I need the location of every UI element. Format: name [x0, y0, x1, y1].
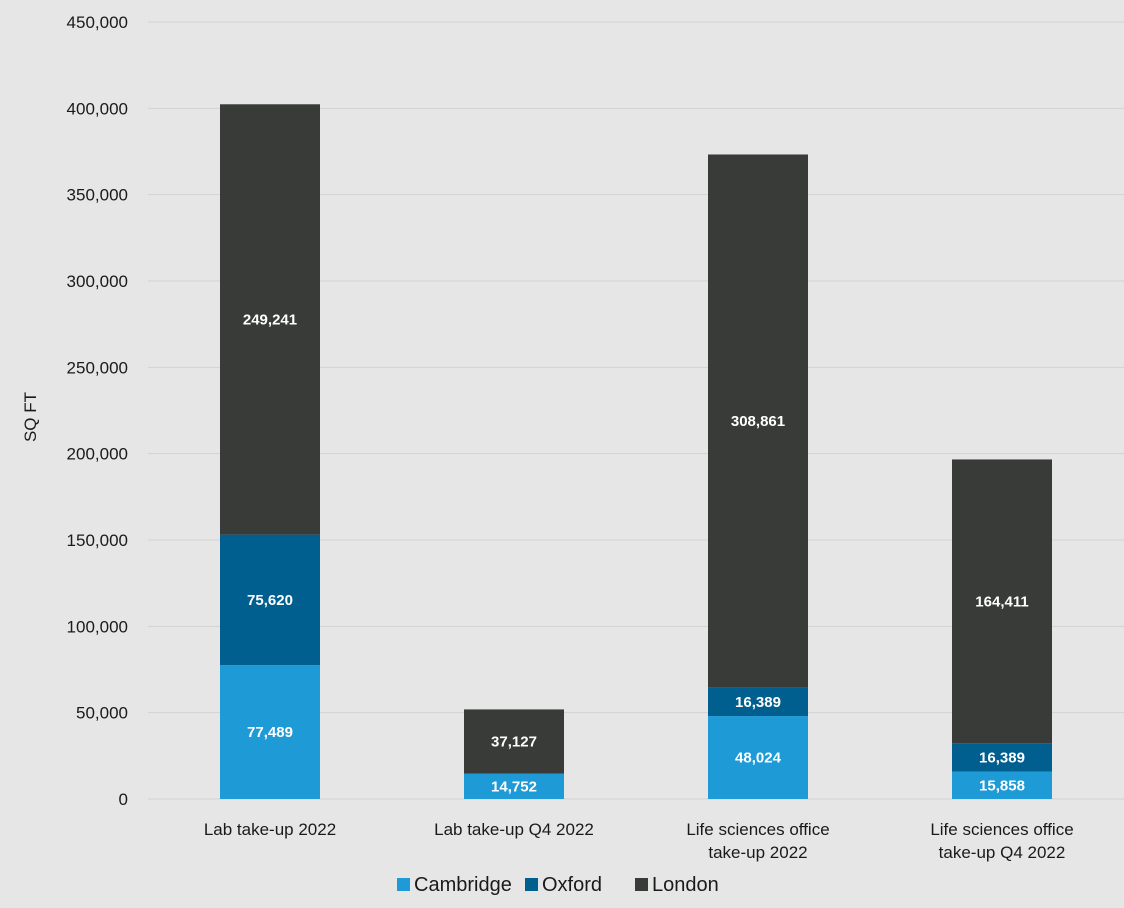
- bar-segment-oxford: [220, 534, 320, 666]
- legend-swatch-oxford: [525, 878, 538, 891]
- legend-label-oxford: Oxford: [542, 874, 602, 896]
- bar-value-label: 308,861: [731, 413, 785, 430]
- y-tick-label: 50,000: [76, 704, 128, 723]
- y-tick-label: 300,000: [67, 272, 128, 291]
- bar-segment-cambridge: [464, 773, 564, 799]
- x-category-label: Life sciences office take-up 2022: [686, 820, 829, 862]
- y-tick-label: 450,000: [67, 13, 128, 32]
- bar-segment-cambridge: [708, 716, 808, 799]
- y-axis-title: SQ FT: [21, 392, 40, 442]
- bar-value-label: 48,024: [735, 750, 782, 767]
- bar-segment-cambridge: [220, 665, 320, 799]
- bar-segment-cambridge: [952, 771, 1052, 799]
- bar-value-label: 164,411: [975, 593, 1028, 610]
- y-tick-label: 0: [119, 790, 128, 809]
- y-tick-label: 250,000: [67, 358, 128, 377]
- bar-segment-oxford: [952, 743, 1052, 772]
- bar-value-label: 15,858: [979, 777, 1025, 794]
- bar-value-label: 75,620: [247, 592, 293, 609]
- y-tick-label: 400,000: [67, 99, 128, 118]
- y-tick-label: 200,000: [67, 445, 128, 464]
- y-tick-label: 150,000: [67, 531, 128, 550]
- x-axis-categories: Lab take-up 2022 Lab take-up Q4 2022 Life …: [204, 820, 1074, 862]
- bar-value-label: 16,389: [979, 749, 1025, 766]
- x-category-label: Lab take-up 2022: [204, 820, 336, 839]
- legend-label-london: London: [652, 874, 719, 896]
- bar-value-label: 16,389: [735, 694, 781, 711]
- y-tick-label: 100,000: [67, 617, 128, 636]
- bar-value-label: 77,489: [247, 724, 293, 741]
- legend-label-cambridge: Cambridge: [414, 874, 512, 896]
- bar-segment-oxford: [708, 687, 808, 717]
- legend: Cambridge Oxford London: [397, 874, 719, 896]
- y-tick-label: 350,000: [67, 186, 128, 205]
- bar-segment-london: [952, 459, 1052, 744]
- y-axis-ticks: 0 50,000 100,000 150,000 200,000 250,000 300,0…: [67, 13, 128, 809]
- bar-value-label: 37,127: [491, 733, 537, 750]
- bar-segment-london: [708, 154, 808, 688]
- x-category-label: Life sciences office take-up Q4 2022: [930, 820, 1073, 862]
- bars: 77,489 75,620 249,241 14,752 37,127 48,024 16,…: [220, 104, 1052, 799]
- bar-value-label: 14,752: [491, 778, 537, 795]
- bar-segment-london: [220, 104, 320, 535]
- legend-swatch-cambridge: [397, 878, 410, 891]
- legend-swatch-london: [635, 878, 648, 891]
- bar-segment-london: [464, 709, 564, 774]
- x-category-label: Lab take-up Q4 2022: [434, 820, 594, 839]
- bar-value-label: 249,241: [243, 311, 297, 328]
